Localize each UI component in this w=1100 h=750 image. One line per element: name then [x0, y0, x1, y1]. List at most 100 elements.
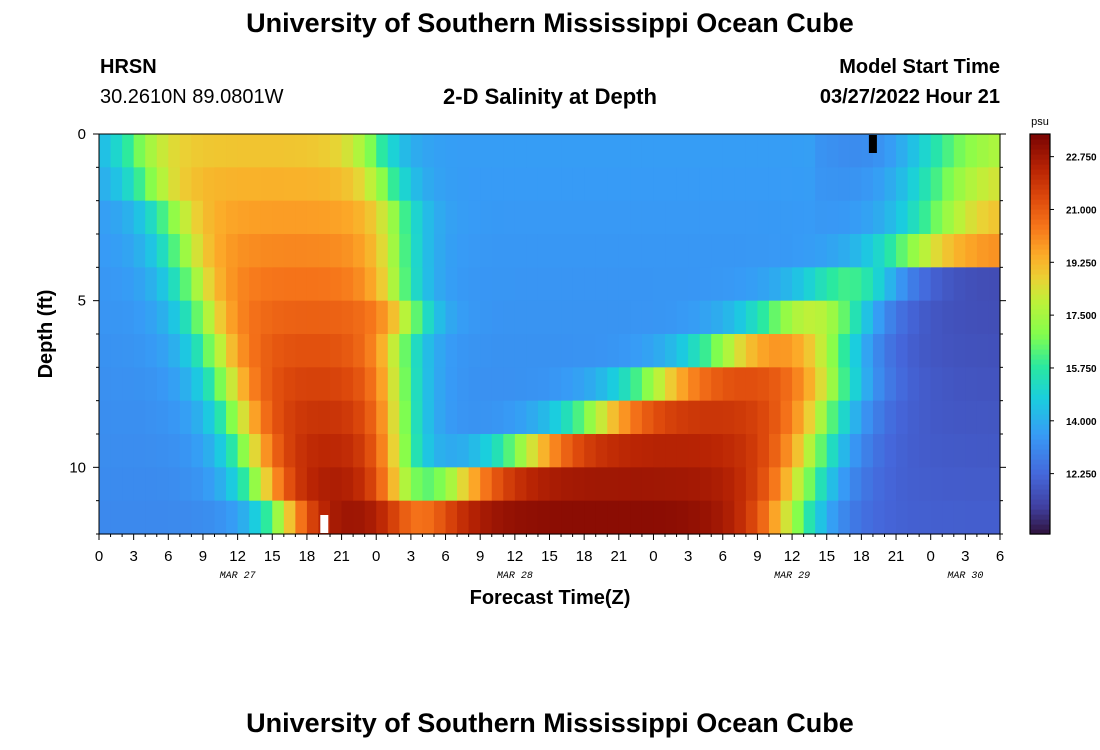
heatmap-cell	[618, 500, 631, 535]
heatmap-cell	[480, 434, 493, 468]
heatmap-cell	[838, 267, 851, 302]
heatmap-cell	[399, 167, 412, 202]
heatmap-cell	[930, 367, 943, 402]
heatmap-cell	[237, 234, 250, 268]
heatmap-cell	[607, 267, 620, 302]
heatmap-cell	[768, 434, 782, 468]
heatmap-cell	[191, 500, 204, 535]
heatmap-cell	[179, 134, 193, 168]
heatmap-cell	[283, 167, 296, 202]
heatmap-cell	[699, 300, 712, 335]
heatmap-cell	[122, 500, 135, 535]
heatmap-cell	[872, 200, 886, 235]
heatmap-cell	[722, 234, 735, 268]
heatmap-cell	[838, 300, 851, 335]
heatmap-cell	[110, 234, 123, 268]
heatmap-cell	[295, 267, 308, 302]
heatmap-cell	[214, 434, 227, 468]
heatmap-cell	[272, 334, 285, 368]
heatmap-cell	[826, 134, 839, 168]
heatmap-cell	[133, 367, 146, 402]
heatmap-cell	[584, 467, 597, 502]
heatmap-cell	[665, 200, 678, 235]
heatmap-cell	[249, 200, 262, 235]
heatmap-cell	[711, 434, 724, 468]
heatmap-cell	[191, 300, 204, 335]
heatmap-cell	[480, 200, 493, 235]
heatmap-cell	[503, 367, 516, 402]
heatmap-cell	[214, 367, 227, 402]
heatmap-cell	[803, 134, 816, 168]
heatmap-cell	[237, 334, 250, 368]
heatmap-cell	[722, 400, 735, 435]
heatmap-cell	[503, 134, 516, 168]
heatmap-cell	[99, 267, 112, 302]
heatmap-cell	[907, 334, 920, 368]
heatmap-cell	[549, 234, 562, 268]
heatmap-cell	[745, 300, 759, 335]
heatmap-cell	[734, 167, 747, 202]
heatmap-cell	[896, 134, 909, 168]
heatmap-cell	[803, 367, 816, 402]
heatmap-cell	[641, 167, 655, 202]
heatmap-cell	[330, 334, 343, 368]
heatmap-cell	[561, 300, 574, 335]
heatmap-cell	[202, 300, 216, 335]
heatmap-cell	[595, 434, 608, 468]
heatmap-cell	[399, 467, 412, 502]
heatmap-cell	[607, 167, 620, 202]
colorbar-segment	[1030, 434, 1050, 440]
heatmap-cell	[399, 334, 412, 368]
heatmap-cell	[930, 134, 943, 168]
heatmap-cell	[376, 500, 389, 535]
heatmap-cell	[445, 500, 458, 535]
heatmap-cell	[410, 134, 424, 168]
colorbar-segment	[1030, 304, 1050, 310]
heatmap-cell	[815, 234, 828, 268]
heatmap-cell	[641, 200, 655, 235]
heatmap-cell	[653, 234, 666, 268]
heatmap-cell	[711, 167, 724, 202]
x-tick-label: 21	[610, 548, 627, 565]
heatmap-cell	[341, 367, 354, 402]
heatmap-cell	[780, 300, 793, 335]
heatmap-cell	[792, 234, 805, 268]
heatmap-cell	[422, 200, 435, 235]
colorbar-segment	[1030, 154, 1050, 160]
colorbar-segment	[1030, 429, 1050, 435]
heatmap-cell	[884, 467, 897, 502]
heatmap-cell	[826, 300, 839, 335]
heatmap-cell	[537, 500, 551, 535]
heatmap-cell	[688, 500, 701, 535]
heatmap-cell	[399, 400, 412, 435]
heatmap-cell	[595, 467, 608, 502]
heatmap-cell	[260, 234, 273, 268]
heatmap-cell	[676, 334, 689, 368]
heatmap-cell	[965, 300, 978, 335]
heatmap-cell	[226, 267, 239, 302]
heatmap-cell	[283, 134, 296, 168]
colorbar-segment	[1030, 199, 1050, 205]
heatmap-cell	[595, 200, 608, 235]
heatmap-cell	[306, 434, 320, 468]
heatmap-cell	[422, 367, 435, 402]
heatmap-cell	[145, 167, 158, 202]
heatmap-cell	[826, 500, 839, 535]
heatmap-cell	[480, 267, 493, 302]
colorbar-segment	[1030, 244, 1050, 250]
heatmap-cell	[330, 200, 343, 235]
heatmap-cell	[861, 200, 874, 235]
heatmap-cell	[433, 500, 447, 535]
heatmap-cell	[780, 367, 793, 402]
heatmap-cell	[364, 467, 377, 502]
heatmap-cell	[838, 400, 851, 435]
heatmap-cell	[757, 367, 770, 402]
heatmap-cell	[676, 434, 689, 468]
heatmap-cell	[953, 234, 966, 268]
heatmap-cell	[561, 467, 574, 502]
heatmap-cell	[930, 267, 943, 302]
heatmap-cell	[295, 467, 308, 502]
heatmap-cell	[630, 300, 643, 335]
heatmap-cell	[145, 467, 158, 502]
heatmap-cell	[99, 334, 112, 368]
